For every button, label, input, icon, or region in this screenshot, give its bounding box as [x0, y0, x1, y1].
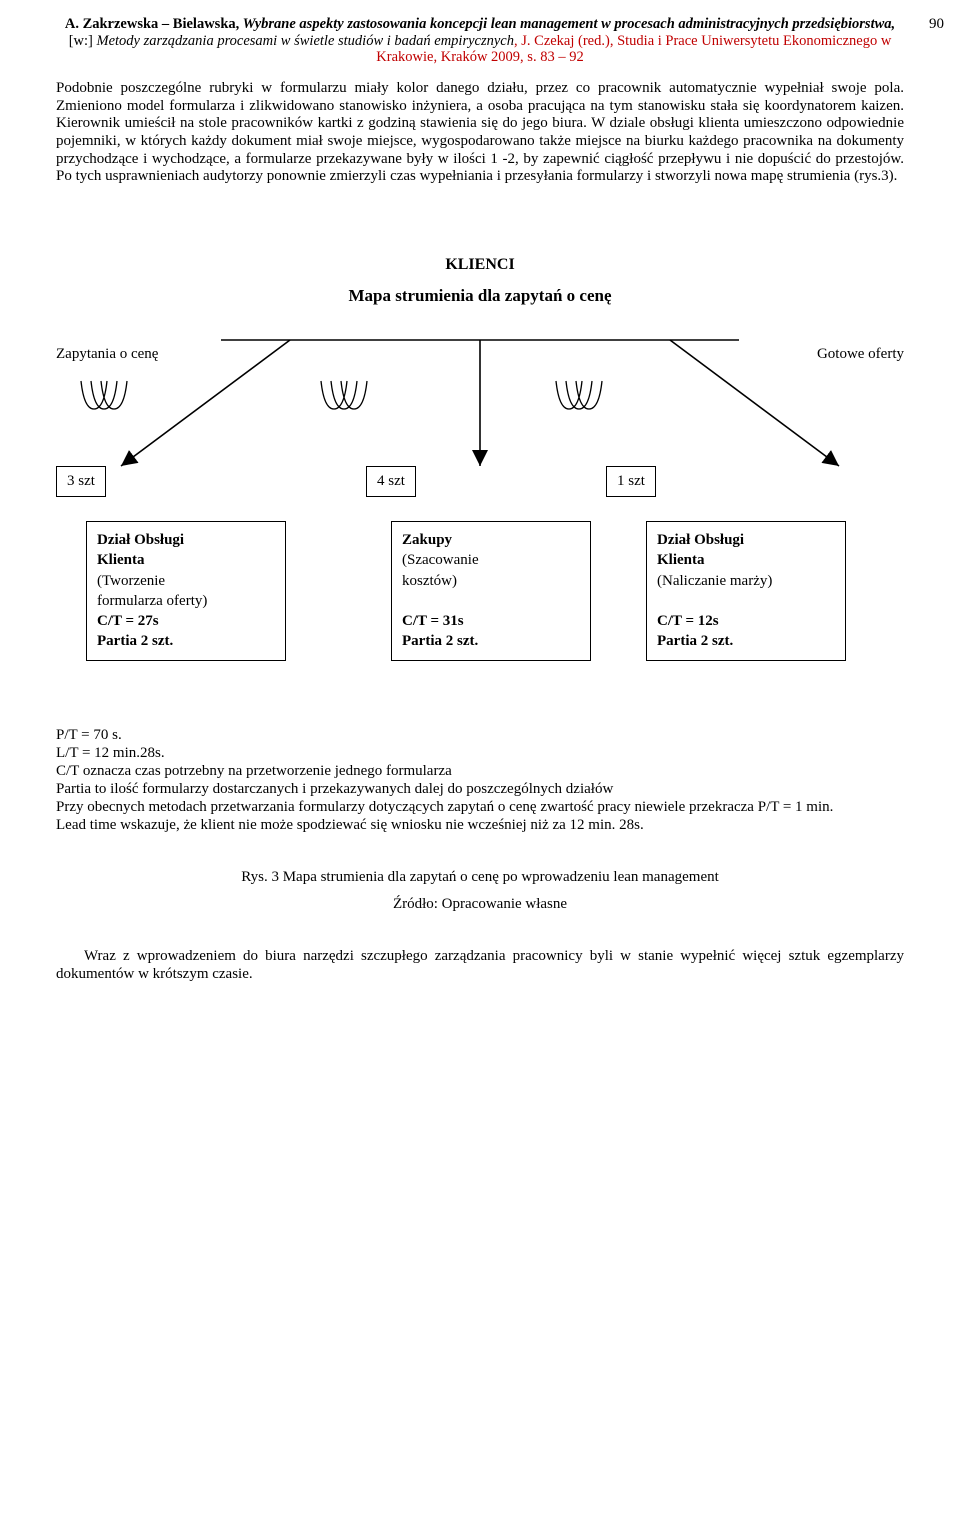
- dept1-l5: C/T = 27s: [97, 613, 159, 629]
- dept3-l5: C/T = 12s: [657, 613, 719, 629]
- inquiries-label: Zapytania o cenę: [56, 346, 158, 363]
- dept1-l3: (Tworzenie: [97, 573, 165, 589]
- dept-box-2: Zakupy (Szacowanie kosztów) C/T = 31s Pa…: [391, 521, 591, 661]
- figure-caption: Rys. 3 Mapa strumienia dla zapytań o cen…: [56, 869, 904, 886]
- dept2-l3: kosztów): [402, 573, 457, 589]
- footer-l6: Lead time wskazuje, że klient nie może s…: [56, 817, 644, 833]
- dept-box-1: Dział Obsługi Klienta (Tworzenie formula…: [86, 521, 286, 661]
- footer-l5: Przy obecnych metodach przetwarzania for…: [56, 799, 833, 815]
- header-title: Wybrane aspekty zastosowania koncepcji l…: [239, 16, 895, 32]
- page-header: 90 A. Zakrzewska – Bielawska, Wybrane as…: [56, 16, 904, 66]
- footer-l3: C/T oznacza czas potrzebny na przetworze…: [56, 763, 452, 779]
- footer-l4: Partia to ilość formularzy dostarczanych…: [56, 781, 613, 797]
- footer-l2: L/T = 12 min.28s.: [56, 745, 165, 761]
- dept1-l4: formularza oferty): [97, 593, 207, 609]
- stack-icon: [81, 381, 127, 409]
- dept2-l6: Partia 2 szt.: [402, 633, 478, 649]
- header-author: A. Zakrzewska – Bielawska,: [65, 16, 239, 32]
- qty-box-1: 3 szt: [56, 466, 106, 497]
- closing-paragraph: Wraz z wprowadzeniem do biura narzędzi s…: [56, 948, 904, 983]
- dept3-l6: Partia 2 szt.: [657, 633, 733, 649]
- dept2-l2: (Szacowanie: [402, 552, 479, 568]
- value-stream-diagram: Zapytania o cenę Gotowe oferty 3 szt 4 s…: [56, 326, 904, 686]
- footer-l1: P/T = 70 s.: [56, 727, 122, 743]
- offers-label: Gotowe oferty: [817, 346, 904, 363]
- dept3-l2: Klienta: [657, 552, 705, 568]
- header-conf: Metody zarządzania procesami w świetle s…: [96, 33, 514, 49]
- dept-box-3: Dział Obsługi Klienta (Naliczanie marży)…: [646, 521, 846, 661]
- figure-source: Źródło: Opracowanie własne: [56, 896, 904, 913]
- dept2-l1: Zakupy: [402, 532, 452, 548]
- page-number: 90: [929, 16, 944, 33]
- klienci-heading: KLIENCI: [56, 256, 904, 274]
- footer-notes: P/T = 70 s. L/T = 12 min.28s. C/T oznacz…: [56, 726, 904, 834]
- paragraph-1: Podobnie poszczególne rubryki w formular…: [56, 80, 904, 186]
- map-subtitle: Mapa strumienia dla zapytań o cenę: [56, 286, 904, 306]
- dept1-l1: Dział Obsługi: [97, 532, 184, 548]
- header-src: [w:]: [69, 33, 97, 49]
- stack-icon: [321, 381, 367, 409]
- dept3-l1: Dział Obsługi: [657, 532, 744, 548]
- dept1-l6: Partia 2 szt.: [97, 633, 173, 649]
- closing-text: Wraz z wprowadzeniem do biura narzędzi s…: [56, 948, 904, 983]
- stack-icon: [556, 381, 602, 409]
- dept1-l2: Klienta: [97, 552, 145, 568]
- qty-box-3: 1 szt: [606, 466, 656, 497]
- dept3-l3: (Naliczanie marży): [657, 573, 772, 589]
- qty-box-2: 4 szt: [366, 466, 416, 497]
- dept2-l5: C/T = 31s: [402, 613, 464, 629]
